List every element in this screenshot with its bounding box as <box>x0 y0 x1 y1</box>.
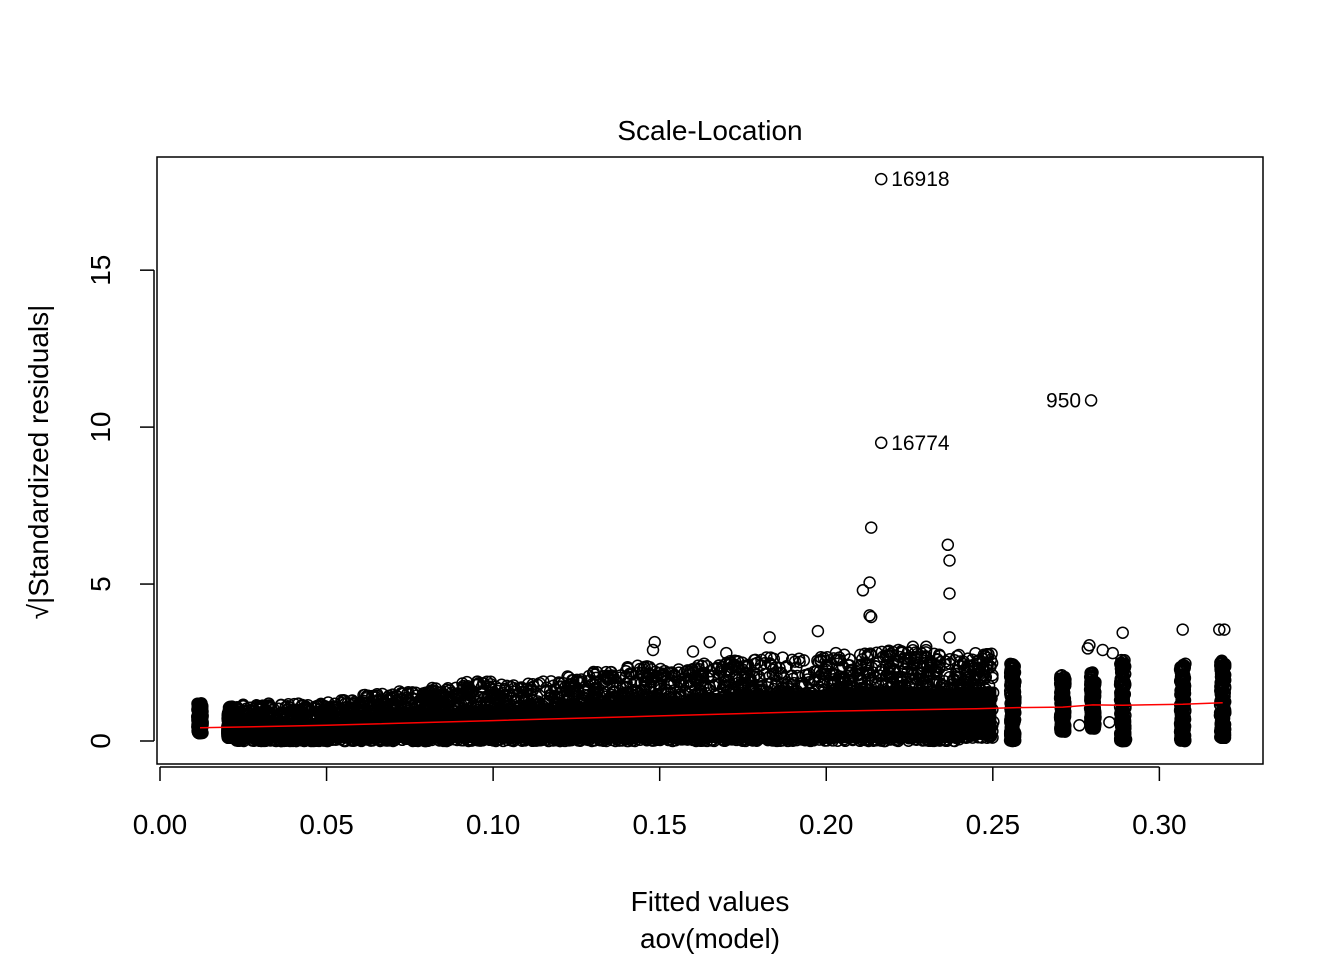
data-point <box>664 673 678 687</box>
data-point <box>703 681 717 694</box>
point-column <box>191 697 209 740</box>
data-point <box>470 678 484 692</box>
data-point <box>554 686 567 699</box>
data-point <box>1006 665 1019 678</box>
data-point <box>555 680 568 694</box>
data-point <box>461 679 475 693</box>
data-point <box>335 696 348 710</box>
data-point <box>193 702 206 716</box>
point-column <box>486 678 534 748</box>
data-point <box>509 695 522 708</box>
data-point <box>886 645 900 659</box>
overplot-mass <box>225 719 235 740</box>
data-point <box>230 704 244 718</box>
data-point <box>230 700 244 714</box>
data-point <box>488 695 501 708</box>
data-point <box>879 649 892 663</box>
data-point <box>821 661 834 675</box>
data-point <box>443 684 457 697</box>
data-point <box>506 691 520 705</box>
data-point <box>656 669 670 683</box>
data-point <box>638 674 651 688</box>
overplot-mass <box>195 715 205 736</box>
data-point <box>321 696 335 709</box>
data-point <box>773 661 786 675</box>
data-point <box>356 696 369 710</box>
data-point <box>700 659 714 673</box>
data-point <box>689 671 703 685</box>
data-point <box>426 684 439 697</box>
data-point <box>791 669 804 683</box>
data-point <box>677 679 690 693</box>
data-point <box>895 645 908 658</box>
data-point <box>432 690 446 704</box>
data-point <box>631 659 644 673</box>
data-point <box>819 667 832 681</box>
point-column <box>1083 666 1102 735</box>
point-column <box>1053 669 1072 738</box>
data-point <box>907 659 921 672</box>
points-layer <box>191 172 1232 748</box>
data-point <box>1007 658 1020 672</box>
data-point <box>961 673 975 687</box>
data-point <box>586 667 600 680</box>
data-point <box>794 677 808 690</box>
data-point <box>842 666 856 680</box>
data-point <box>574 676 587 690</box>
data-point <box>966 653 979 666</box>
data-point <box>736 678 750 692</box>
data-point <box>870 646 883 660</box>
data-point <box>604 665 617 679</box>
data-point <box>792 652 806 666</box>
data-point <box>933 649 947 663</box>
data-point <box>628 675 642 689</box>
data-point <box>495 678 508 692</box>
data-point <box>565 674 579 687</box>
data-point <box>562 689 576 702</box>
data-point <box>265 704 279 717</box>
data-point <box>953 660 966 673</box>
data-point <box>402 693 416 707</box>
overplot-mass <box>1057 695 1068 734</box>
data-point <box>499 693 513 706</box>
data-point <box>985 656 999 670</box>
data-point <box>720 665 733 678</box>
data-point <box>728 658 741 672</box>
data-point <box>288 697 301 711</box>
data-point <box>838 648 851 662</box>
data-point <box>931 652 944 666</box>
data-point <box>765 676 778 690</box>
data-point <box>963 675 977 688</box>
data-point <box>299 700 312 713</box>
data-point <box>599 665 613 679</box>
overplot-mass <box>1007 693 1018 743</box>
data-point <box>562 671 576 684</box>
data-point <box>692 668 705 682</box>
data-point <box>753 673 766 686</box>
data-point <box>638 661 651 674</box>
chart-title: Scale-Location <box>617 115 802 146</box>
data-point <box>493 693 506 706</box>
data-point <box>767 652 781 666</box>
data-point <box>901 652 914 666</box>
point-column <box>952 646 1000 744</box>
point-column <box>1003 657 1022 748</box>
data-point <box>508 682 521 695</box>
data-point <box>862 672 875 686</box>
data-point <box>919 643 933 657</box>
data-point <box>964 665 977 679</box>
data-point <box>888 664 902 678</box>
data-point <box>524 684 537 697</box>
data-point <box>854 658 868 671</box>
data-point <box>740 667 754 680</box>
data-point <box>855 653 869 666</box>
overplot-mass <box>955 687 997 740</box>
data-point <box>706 670 720 683</box>
data-point <box>533 677 546 690</box>
data-point <box>406 686 419 699</box>
data-point <box>866 666 880 679</box>
data-point <box>608 685 622 699</box>
